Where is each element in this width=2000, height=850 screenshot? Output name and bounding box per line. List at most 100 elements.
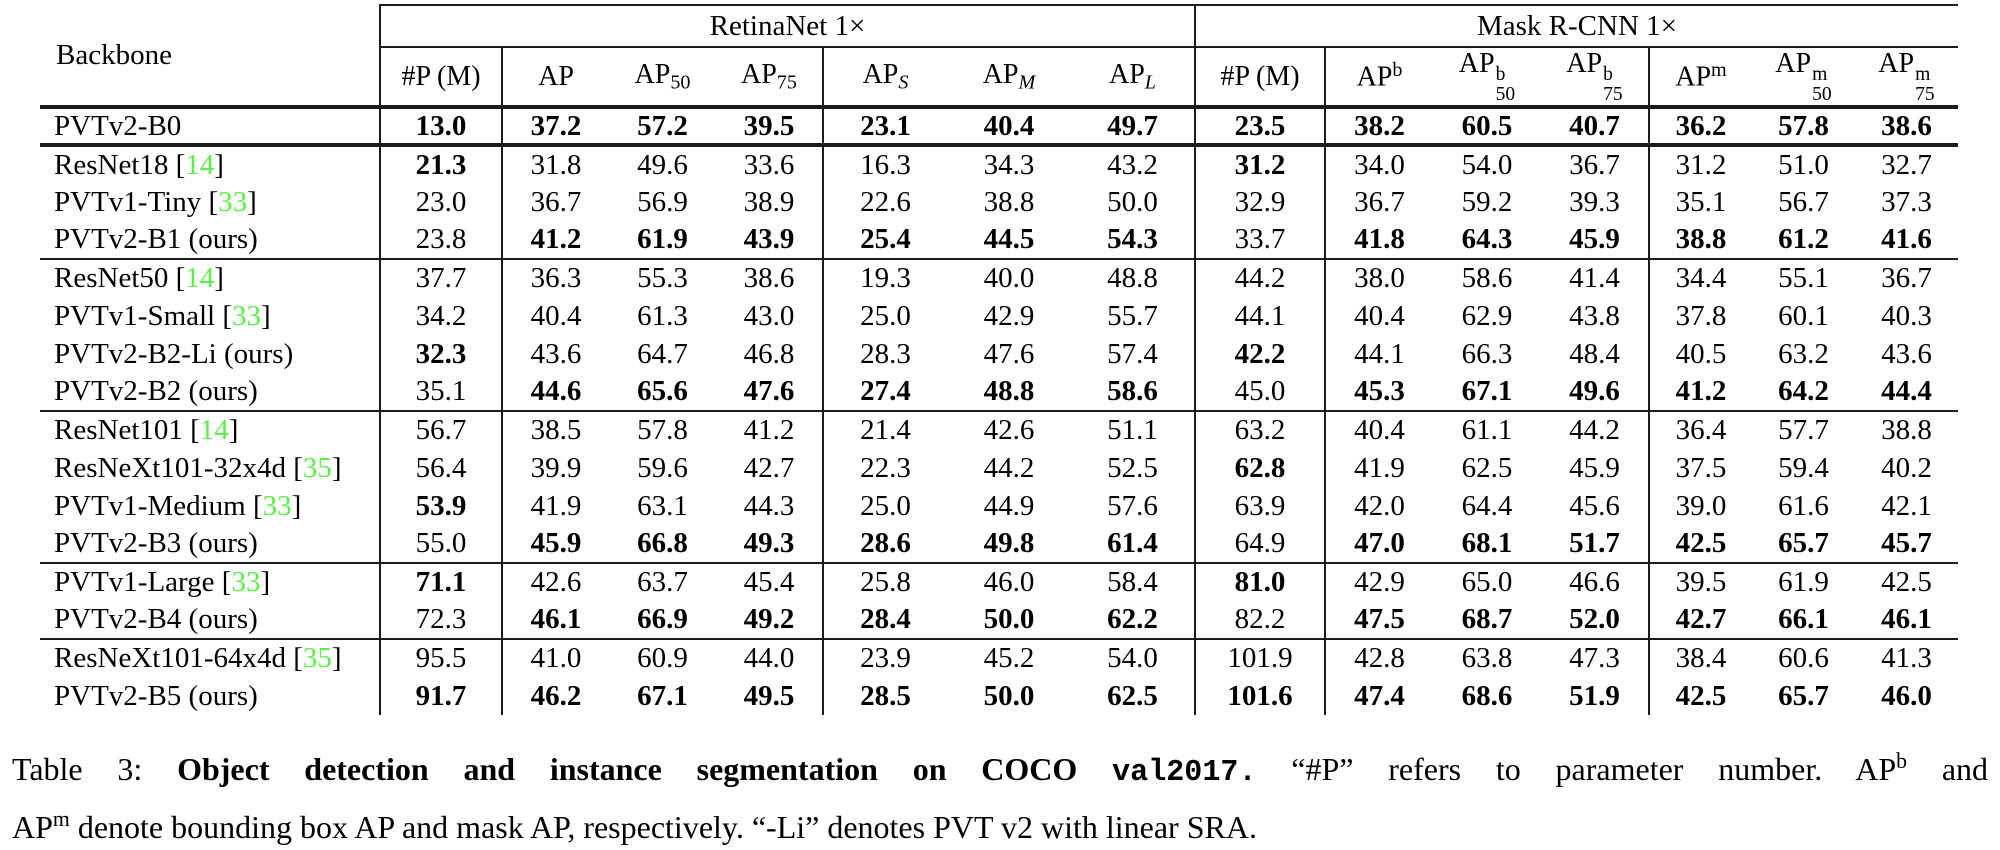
value-cell: 43.6 xyxy=(1881,337,1932,370)
value-cell: 40.4 xyxy=(1354,299,1405,332)
value-cell: 34.4 xyxy=(1649,258,1752,298)
value-cell: 39.3 xyxy=(1541,183,1650,222)
value-cell: 40.4 xyxy=(530,299,582,332)
value-cell: 67.1 xyxy=(637,679,688,712)
value-cell: 36.7 xyxy=(1855,258,1958,298)
backbone-cell: PVTv2-B2-Li (ours) xyxy=(40,335,381,374)
metric-sup: m xyxy=(1711,59,1727,82)
citation-link[interactable]: 14 xyxy=(185,148,215,181)
value-cell: 38.4 xyxy=(1649,638,1752,678)
citation-link[interactable]: 14 xyxy=(199,414,229,447)
value-cell: 38.8 xyxy=(983,185,1035,218)
citation-link[interactable]: 33 xyxy=(231,566,261,599)
value-cell: 61.9 xyxy=(637,223,688,256)
col-header-metric: APm xyxy=(1649,47,1752,110)
value-cell: 32.9 xyxy=(1195,183,1326,222)
value-cell: 51.9 xyxy=(1541,677,1650,716)
value-cell: 46.2 xyxy=(530,679,582,712)
col-group-mask-rcnn: Mask R-CNN 1× xyxy=(1195,4,1958,48)
value-cell: 47.3 xyxy=(1541,638,1650,678)
value-cell: 36.7 xyxy=(530,185,582,218)
value-cell: 41.9 xyxy=(1354,451,1405,484)
value-cell: 61.4 xyxy=(1071,525,1196,564)
backbone-name: PVTv2-B4 (ours) xyxy=(54,603,258,636)
value-cell: 27.4 xyxy=(860,375,911,408)
citation-link[interactable]: 35 xyxy=(302,642,332,675)
value-cell: 45.0 xyxy=(1195,373,1326,412)
value-cell: 38.9 xyxy=(716,183,824,222)
value-cell: 45.9 xyxy=(1541,449,1650,488)
value-cell: 54.0 xyxy=(1071,638,1196,678)
backbone-name: PVTv2-B0 xyxy=(54,109,182,142)
value-cell: 55.1 xyxy=(1752,258,1855,298)
backbone-name: ResNet101 xyxy=(54,414,183,447)
table-row: PVTv2-B1 (ours) 23.8 41.2 61.9 43.9 25.4 44.5 5… xyxy=(40,221,1958,260)
value-cell: 44.6 xyxy=(530,375,582,408)
value-cell: 39.9 xyxy=(530,451,582,484)
backbone-cell: PVTv1-Tiny [33] xyxy=(40,183,381,222)
value-cell: 59.6 xyxy=(637,451,688,484)
backbone-cell: ResNet101 [14] xyxy=(40,410,381,450)
caption-text: Table 3: xyxy=(12,750,178,787)
citation-link[interactable]: 33 xyxy=(232,299,262,332)
value-cell: 56.4 xyxy=(380,449,503,488)
citation-link[interactable]: 33 xyxy=(218,185,248,218)
value-cell: 42.2 xyxy=(1195,335,1326,374)
table-row: PVTv2-B2-Li (ours) 32.3 43.6 64.7 46.8 28.3 47… xyxy=(40,335,1958,374)
value-cell: 49.6 xyxy=(1541,373,1650,412)
value-cell: 58.6 xyxy=(1071,373,1196,412)
metric-sup: b xyxy=(1392,59,1403,82)
value-cell: 47.0 xyxy=(1354,527,1405,560)
value-cell: 25.8 xyxy=(823,562,947,602)
value-cell: 63.8 xyxy=(1433,638,1541,678)
value-cell: 101.6 xyxy=(1195,677,1326,716)
value-cell: 31.2 xyxy=(1195,144,1326,184)
value-cell: 40.0 xyxy=(947,258,1071,298)
citation-link[interactable]: 35 xyxy=(302,451,332,484)
value-cell: 65.7 xyxy=(1778,527,1829,560)
value-cell: 64.9 xyxy=(1195,525,1326,564)
value-cell: 72.3 xyxy=(380,601,503,640)
value-cell: 46.1 xyxy=(1881,603,1932,636)
value-cell: 44.2 xyxy=(1541,410,1650,450)
value-cell: 40.7 xyxy=(1541,107,1650,148)
table-row: PVTv2-B0 13.0 37.2 57.2 39.5 23.1 40.4 49.7 23.5… xyxy=(40,107,1958,148)
value-cell: 91.7 xyxy=(380,677,503,716)
value-cell: 34.0 xyxy=(1325,144,1433,184)
metric-sub: L xyxy=(1144,71,1156,94)
col-header-metric: AP50 xyxy=(609,47,716,110)
metric-sub: M xyxy=(1018,71,1036,94)
value-cell: 62.9 xyxy=(1461,299,1513,332)
value-cell: 68.7 xyxy=(1461,603,1513,636)
value-cell: 68.1 xyxy=(1461,527,1513,560)
value-cell: 60.9 xyxy=(609,638,716,678)
value-cell: 13.0 xyxy=(380,107,503,148)
value-cell: 60.1 xyxy=(1778,299,1829,332)
table-row: ResNeXt101-64x4d [35] 95.5 41.0 60.9 44.0 23.… xyxy=(40,638,1958,678)
value-cell: 53.9 xyxy=(380,487,503,526)
value-cell: 63.2 xyxy=(1778,337,1829,370)
value-cell: 28.4 xyxy=(860,603,911,636)
value-cell: 47.5 xyxy=(1354,603,1405,636)
table-row: ResNeXt101-32x4d [35] 56.4 39.9 59.6 42.7 22.… xyxy=(40,449,1958,488)
value-cell: 22.6 xyxy=(860,185,911,218)
value-cell: 38.8 xyxy=(1675,223,1727,256)
value-cell: 36.7 xyxy=(1354,185,1405,218)
value-cell: 42.6 xyxy=(502,562,609,602)
table-row: ResNet18 [14] 21.3 31.8 49.6 33.6 16.3 34.3 43.… xyxy=(40,144,1958,184)
backbone-name: ResNet50 xyxy=(54,262,169,295)
value-cell: 62.2 xyxy=(1071,601,1196,640)
header-row-groups: Backbone RetinaNet 1× Mask R-CNN 1× xyxy=(40,4,1958,110)
header-row-metrics: #P (M) AP AP50 AP75 APS APM APL #P (M) APb AP b 50 A… xyxy=(40,47,1958,110)
value-cell: 49.3 xyxy=(716,525,824,564)
value-cell: 22.3 xyxy=(860,451,911,484)
metric-supsub: m 50 xyxy=(1812,64,1832,106)
value-cell: 66.3 xyxy=(1461,337,1513,370)
value-cell: 42.7 xyxy=(716,449,824,488)
value-cell: 57.8 xyxy=(1752,107,1855,148)
citation-link[interactable]: 33 xyxy=(262,489,292,522)
value-cell: 48.4 xyxy=(1541,335,1650,374)
value-cell: 45.6 xyxy=(1541,487,1650,526)
backbone-cell: ResNeXt101-64x4d [35] xyxy=(40,638,381,678)
citation-link[interactable]: 14 xyxy=(185,262,215,295)
